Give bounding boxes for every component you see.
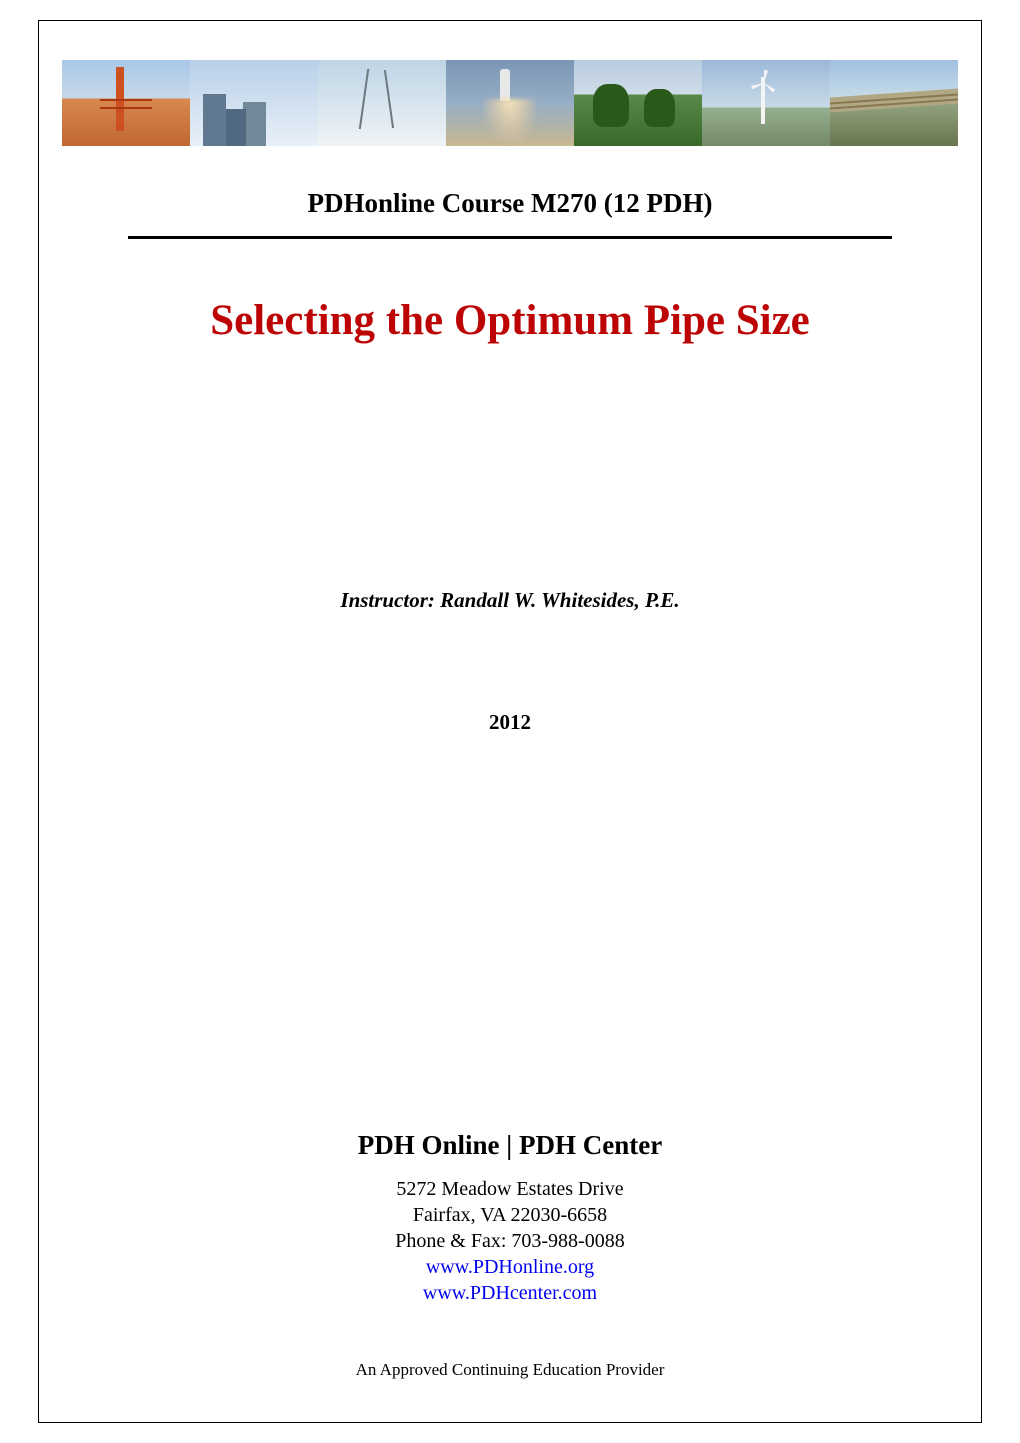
address-line-1: 5272 Meadow Estates Drive	[0, 1176, 1020, 1202]
banner-panel-highway	[830, 60, 958, 146]
banner-panel-skyline	[190, 60, 318, 146]
org-title: PDH Online | PDH Center	[0, 1130, 1020, 1161]
banner-panel-golden-gate	[62, 60, 190, 146]
link-pdhonline-org[interactable]: www.PDHonline.org	[426, 1256, 594, 1278]
course-code: PDHonline Course M270 (12 PDH)	[0, 188, 1020, 219]
main-title: Selecting the Optimum Pipe Size	[0, 296, 1020, 345]
banner-panel-pylons	[318, 60, 446, 146]
address-line-3: Phone & Fax: 703-988-0088	[0, 1228, 1020, 1254]
header-banner	[62, 60, 958, 146]
banner-panel-wind-turbines	[702, 60, 830, 146]
title-divider	[128, 236, 892, 239]
instructor-line: Instructor: Randall W. Whitesides, P.E.	[0, 588, 1020, 613]
footer-provider-line: An Approved Continuing Education Provide…	[0, 1360, 1020, 1380]
address-block: 5272 Meadow Estates Drive Fairfax, VA 22…	[0, 1176, 1020, 1306]
address-line-2: Fairfax, VA 22030-6658	[0, 1202, 1020, 1228]
link-pdhcenter-com[interactable]: www.PDHcenter.com	[423, 1282, 597, 1304]
banner-panel-rocket	[446, 60, 574, 146]
banner-panel-trees	[574, 60, 702, 146]
year: 2012	[0, 710, 1020, 735]
